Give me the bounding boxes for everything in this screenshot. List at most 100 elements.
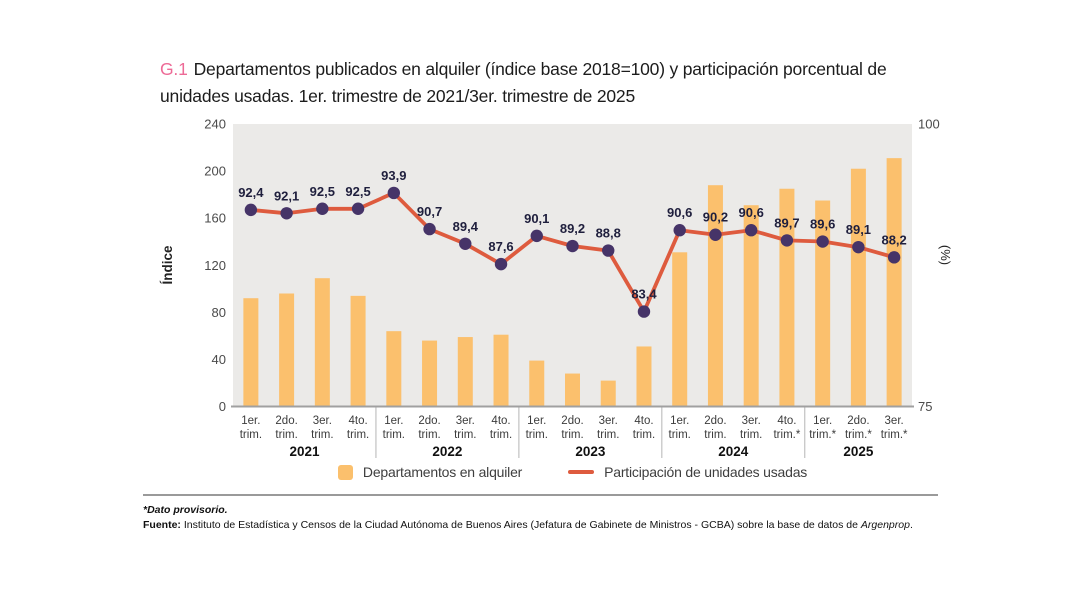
x-tick-label-l2: trim. bbox=[418, 429, 440, 441]
line-swatch-icon bbox=[568, 470, 595, 474]
chart-legend: Departamentos en alquiler Participación … bbox=[233, 461, 912, 483]
bar-3 bbox=[350, 295, 366, 407]
point-label-10: 88,8 bbox=[596, 226, 621, 241]
line-point-18 bbox=[887, 251, 901, 264]
figure-title-text: Departamentos publicados en alquiler (ín… bbox=[160, 59, 887, 106]
x-tick-label-l1: 3er. bbox=[599, 415, 618, 427]
point-label-15: 89,7 bbox=[774, 215, 799, 230]
line-point-16 bbox=[816, 235, 829, 248]
plot-area bbox=[233, 124, 912, 407]
x-tick-label-l2: trim. bbox=[383, 429, 405, 441]
bar-14 bbox=[743, 205, 759, 407]
legend-line-label: Participación de unidades usadas bbox=[604, 464, 808, 480]
line-point-9 bbox=[566, 239, 579, 253]
x-tick-label-l2: trim. bbox=[633, 429, 655, 441]
source-label: Fuente: bbox=[143, 519, 181, 531]
point-label-12: 90,6 bbox=[667, 205, 692, 220]
y-left-tick-label: 0 bbox=[219, 399, 226, 414]
line-point-8 bbox=[530, 229, 543, 243]
source-period: . bbox=[909, 519, 913, 531]
figure-number: G.1 bbox=[160, 59, 188, 79]
y-left-tick-label: 240 bbox=[204, 117, 226, 132]
x-tick-label-l2: trim. bbox=[275, 429, 297, 441]
point-label-17: 89,1 bbox=[846, 222, 871, 237]
bar-16 bbox=[815, 200, 831, 407]
bar-10 bbox=[600, 380, 616, 407]
y-left-tick-label: 160 bbox=[204, 211, 226, 226]
x-tick-label-l1: 2do. bbox=[847, 415, 869, 427]
line-point-2 bbox=[316, 202, 329, 215]
bar-13 bbox=[707, 185, 723, 407]
point-label-2: 92,5 bbox=[310, 184, 335, 199]
source-database: Argenprop bbox=[860, 519, 910, 531]
point-label-3: 92,5 bbox=[345, 184, 370, 199]
x-tick-label-l2: trim. bbox=[240, 429, 262, 441]
bar-9 bbox=[565, 373, 580, 407]
point-label-14: 90,6 bbox=[739, 205, 764, 220]
source-text: Instituto de Estadística y Censos de la … bbox=[180, 519, 861, 531]
bar-swatch-icon bbox=[337, 464, 353, 480]
x-tick-label-l2: trim. bbox=[347, 429, 369, 441]
x-tick-label-l1: 4to. bbox=[777, 415, 796, 427]
y-right-tick-label: 100 bbox=[918, 117, 940, 132]
y-left-tick-label: 200 bbox=[204, 164, 226, 179]
x-tick-label-l2: trim. bbox=[704, 429, 726, 441]
footer-divider bbox=[143, 494, 938, 496]
x-tick-label-l1: 4to. bbox=[634, 415, 653, 427]
chart-title: G.1 Departamentos publicados en alquiler … bbox=[160, 56, 950, 110]
point-label-13: 90,2 bbox=[703, 210, 728, 225]
bar-4 bbox=[386, 331, 402, 407]
line-point-5 bbox=[423, 222, 436, 236]
x-tick-label-l2: trim.* bbox=[845, 429, 872, 441]
chart-area: 0 40 80 120 160 200 240 Índice 75 100 (%) 2021 2022 2… bbox=[160, 117, 953, 460]
x-tick-label-l1: 2do. bbox=[275, 415, 297, 427]
x-tick-label-l1: 3er. bbox=[456, 415, 475, 427]
y-left-tick-label: 80 bbox=[212, 305, 226, 320]
x-tick-label-l2: trim.* bbox=[809, 429, 836, 441]
bar-1 bbox=[279, 293, 295, 407]
bar-11 bbox=[636, 346, 652, 407]
point-label-9: 89,2 bbox=[560, 221, 585, 236]
legend-bar-label: Departamentos en alquiler bbox=[362, 464, 523, 480]
x-tick-label-l1: 1er. bbox=[670, 415, 689, 427]
point-label-5: 90,7 bbox=[417, 204, 442, 219]
year-label-2021: 2021 bbox=[289, 444, 320, 459]
line-point-0 bbox=[244, 203, 258, 217]
bar-7 bbox=[493, 334, 509, 407]
bar-12 bbox=[672, 252, 688, 407]
point-label-1: 92,1 bbox=[274, 188, 299, 203]
line-point-13 bbox=[709, 228, 722, 241]
x-tick-label-l2: trim. bbox=[740, 429, 762, 441]
point-label-18: 88,2 bbox=[881, 232, 906, 247]
y-right-tick-label: 75 bbox=[918, 399, 932, 414]
x-tick-label-l1: 1er. bbox=[813, 415, 832, 427]
provisional-note: *Dato provisorio. bbox=[143, 504, 228, 516]
x-tick-label-l1: 1er. bbox=[527, 415, 546, 427]
y-left-tick-label: 40 bbox=[212, 352, 226, 367]
source-note: Fuente: Instituto de Estadística y Censo… bbox=[143, 518, 943, 533]
x-tick-label-l2: trim. bbox=[454, 429, 476, 441]
x-tick-label-l2: trim. bbox=[669, 429, 691, 441]
line-point-11 bbox=[637, 305, 651, 318]
y-left-tick-label: 120 bbox=[204, 258, 226, 273]
bar-6 bbox=[457, 337, 473, 407]
x-tick-label-l2: trim.* bbox=[881, 429, 908, 441]
combo-chart: 0 40 80 120 160 200 240 Índice 75 100 (%) 2021 2022 2… bbox=[160, 117, 953, 460]
point-label-0: 92,4 bbox=[238, 185, 264, 200]
point-label-6: 89,4 bbox=[453, 219, 479, 234]
line-point-4 bbox=[387, 186, 401, 200]
line-point-12 bbox=[673, 224, 686, 237]
x-tick-label-l1: 2do. bbox=[418, 415, 440, 427]
point-label-4: 93,9 bbox=[381, 168, 406, 183]
bar-0 bbox=[243, 298, 259, 407]
bar-18 bbox=[886, 158, 902, 407]
footnotes: *Dato provisorio. Fuente: Instituto de E… bbox=[143, 503, 943, 533]
x-tick-label-l2: trim. bbox=[490, 429, 512, 441]
line-point-7 bbox=[494, 257, 508, 271]
x-tick-label-l1: 4to. bbox=[491, 415, 510, 427]
y-right-axis-title: (%) bbox=[938, 245, 953, 265]
bar-8 bbox=[529, 360, 545, 407]
line-point-15 bbox=[780, 234, 794, 247]
line-point-10 bbox=[602, 244, 615, 257]
